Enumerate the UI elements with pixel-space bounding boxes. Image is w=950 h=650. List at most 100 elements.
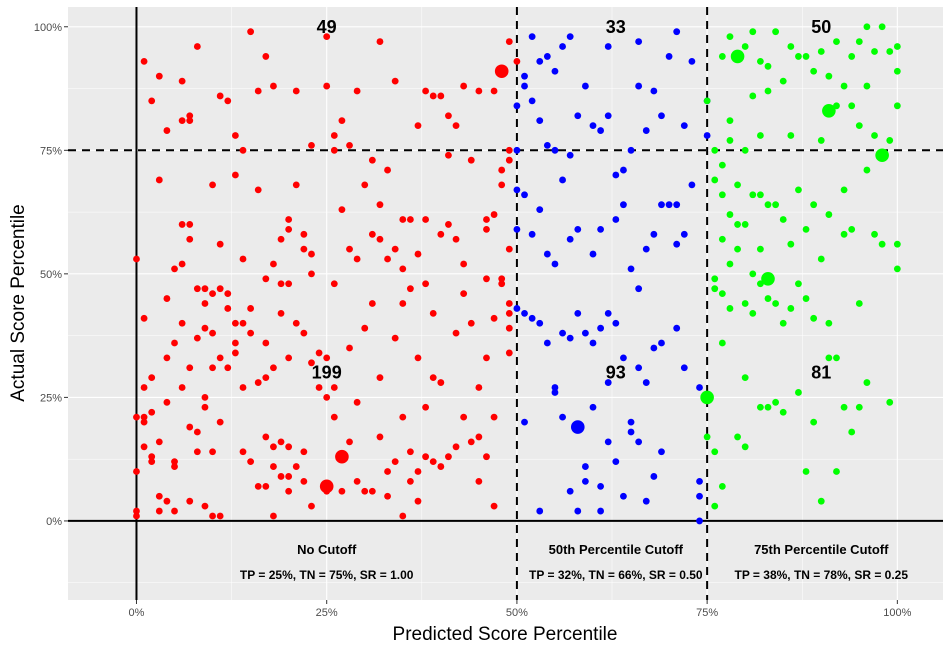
- point-50th-cutoff: [658, 448, 665, 456]
- point-no-cutoff: [422, 280, 430, 288]
- point-no-cutoff: [460, 290, 468, 298]
- point-no-cutoff: [171, 458, 178, 466]
- quadrant-count: 49: [317, 17, 337, 37]
- point-50th-cutoff: [589, 122, 597, 129]
- point-no-cutoff: [193, 428, 201, 436]
- point-50th-cutoff: [597, 507, 605, 515]
- point-no-cutoff: [437, 463, 445, 470]
- point-no-cutoff: [498, 166, 506, 174]
- point-no-cutoff: [490, 413, 498, 421]
- point-no-cutoff: [490, 211, 498, 218]
- point-50th-cutoff: [642, 379, 650, 386]
- point-75th-cutoff: [848, 225, 856, 233]
- point-50th-cutoff: [696, 492, 703, 500]
- point-no-cutoff: [406, 285, 414, 293]
- point-no-cutoff: [376, 38, 384, 45]
- point-75th-cutoff: [772, 300, 780, 307]
- point-no-cutoff: [368, 156, 376, 164]
- point-75th-cutoff: [855, 38, 863, 45]
- point-75th-cutoff: [711, 502, 719, 510]
- point-75th-cutoff: [886, 137, 894, 144]
- point-no-cutoff: [254, 482, 262, 490]
- point-50th-cutoff: [597, 324, 605, 332]
- point-no-cutoff: [490, 314, 498, 322]
- point-50th-cutoff: [612, 216, 620, 223]
- point-50th-cutoff: [566, 487, 574, 495]
- point-75th-cutoff: [810, 67, 818, 75]
- point-no-cutoff: [505, 324, 513, 332]
- point-75th-cutoff: [825, 354, 833, 362]
- point-no-cutoff: [270, 463, 277, 470]
- data-points: [133, 23, 901, 525]
- region-stats: TP = 38%, TN = 78%, SR = 0.25: [734, 568, 908, 582]
- y-axis-title: Actual Score Percentile: [8, 204, 29, 402]
- point-no-cutoff: [247, 305, 255, 312]
- point-no-cutoff: [171, 463, 178, 470]
- point-no-cutoff: [193, 448, 201, 456]
- point-50th-cutoff: [574, 309, 582, 317]
- point-no-cutoff: [216, 285, 224, 293]
- point-no-cutoff: [399, 216, 407, 223]
- point-no-cutoff: [429, 374, 437, 382]
- point-50th-cutoff: [688, 181, 696, 189]
- point-50th-cutoff: [650, 344, 658, 352]
- point-no-cutoff: [490, 87, 498, 95]
- point-no-cutoff: [178, 319, 186, 327]
- point-no-cutoff: [513, 57, 521, 65]
- point-50th-cutoff: [620, 354, 627, 362]
- point-no-cutoff: [490, 502, 498, 510]
- point-no-cutoff: [460, 82, 468, 90]
- x-tick-label: 100%: [883, 607, 911, 619]
- annotations: 49 199 33 93 50 81 No Cutoff TP = 25%, TN = 75%…: [240, 17, 908, 582]
- point-no-cutoff: [399, 512, 407, 520]
- point-75th-cutoff: [711, 176, 719, 184]
- point-no-cutoff: [338, 117, 346, 125]
- point-no-cutoff: [429, 92, 437, 100]
- point-50th-cutoff: [696, 384, 703, 391]
- point-no-cutoff: [505, 38, 513, 45]
- point-no-cutoff: [505, 300, 513, 307]
- point-no-cutoff: [483, 354, 490, 362]
- point-75th-cutoff: [734, 181, 741, 189]
- point-no-cutoff: [361, 487, 369, 495]
- point-no-cutoff: [414, 468, 422, 475]
- point-no-cutoff: [247, 28, 255, 36]
- point-50th-cutoff: [597, 482, 605, 490]
- point-no-cutoff: [323, 33, 331, 41]
- point-no-cutoff: [376, 235, 384, 243]
- point-no-cutoff: [216, 418, 224, 426]
- point-no-cutoff: [270, 443, 277, 451]
- point-50th-cutoff: [620, 201, 627, 209]
- point-50th-cutoff: [680, 364, 688, 372]
- point-50th-cutoff: [513, 305, 521, 312]
- point-75th-cutoff: [749, 92, 757, 100]
- point-no-cutoff: [376, 201, 384, 209]
- point-no-cutoff: [353, 255, 361, 263]
- y-tick-label: 100%: [34, 22, 62, 34]
- point-50th-cutoff: [521, 309, 528, 317]
- point-75th-cutoff: [878, 23, 886, 31]
- point-75th-cutoff: [749, 191, 757, 199]
- point-75th-cutoff: [726, 211, 734, 218]
- point-no-cutoff: [292, 319, 300, 327]
- point-no-cutoff: [323, 354, 331, 362]
- point-no-cutoff: [505, 146, 513, 154]
- point-no-cutoff: [483, 225, 490, 233]
- point-50th-cutoff: [680, 230, 688, 238]
- point-50th-cutoff: [574, 112, 582, 120]
- point-50th-cutoff: [604, 112, 612, 120]
- point-75th-cutoff: [855, 300, 863, 307]
- point-50th-cutoff: [581, 478, 589, 485]
- point-75th-cutoff: [893, 240, 901, 248]
- point-no-cutoff: [254, 186, 262, 194]
- point-no-cutoff: [140, 418, 148, 426]
- point-no-cutoff: [262, 275, 270, 283]
- point-75th-cutoff: [893, 102, 901, 110]
- point-75th-cutoff: [863, 166, 871, 174]
- point-75th-cutoff: [772, 398, 780, 406]
- point-no-cutoff: [505, 309, 513, 317]
- point-no-cutoff: [239, 255, 247, 263]
- point-no-cutoff: [475, 478, 483, 485]
- point-no-cutoff: [505, 349, 513, 357]
- quadrant-count: 93: [606, 363, 626, 383]
